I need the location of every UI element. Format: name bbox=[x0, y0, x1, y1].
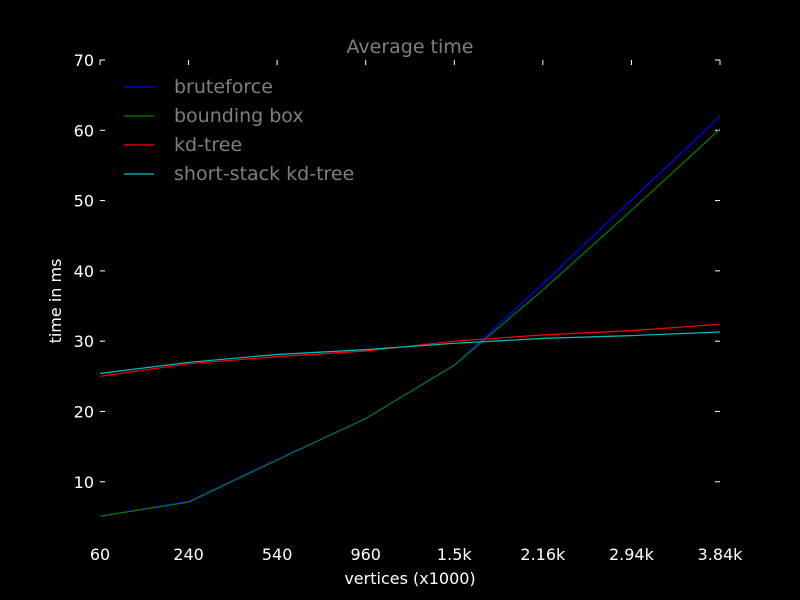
legend-label: bruteforce bbox=[174, 76, 273, 98]
x-axis-label: vertices (x1000) bbox=[344, 569, 475, 588]
y-tick-label: 60 bbox=[74, 121, 94, 140]
x-tick-label: 960 bbox=[350, 545, 381, 564]
legend-label: short-stack kd-tree bbox=[174, 163, 354, 185]
chart-title: Average time bbox=[347, 36, 474, 58]
y-tick-label: 10 bbox=[74, 473, 94, 492]
y-tick-label: 40 bbox=[74, 262, 94, 281]
y-axis-label: time in ms bbox=[46, 259, 65, 344]
x-tick-label: 540 bbox=[262, 545, 293, 564]
axis-ticks bbox=[99, 59, 721, 483]
x-tick-label: 2.94k bbox=[609, 545, 655, 564]
y-tick-label: 50 bbox=[74, 192, 94, 211]
x-tick-label: 1.5k bbox=[437, 545, 472, 564]
series-line-bounding-box bbox=[99, 128, 721, 517]
tick-labels: 10 20 30 40 50 60 70 60 240 540 960 1.5k 2.16k 2.94k 3… bbox=[74, 51, 744, 564]
series-lines bbox=[99, 115, 721, 517]
y-tick-label: 70 bbox=[74, 51, 94, 70]
legend-label: kd-tree bbox=[174, 134, 242, 156]
series-line-short-stack-kd-tree bbox=[99, 331, 721, 375]
x-tick-label: 3.84k bbox=[698, 545, 744, 564]
series-line-kd-tree bbox=[99, 323, 721, 377]
legend-label: bounding box bbox=[174, 105, 304, 127]
x-tick-label: 60 bbox=[90, 545, 110, 564]
x-tick-label: 240 bbox=[173, 545, 204, 564]
x-tick-label: 2.16k bbox=[520, 545, 566, 564]
y-tick-label: 20 bbox=[74, 402, 94, 421]
legend: bruteforce bounding box kd-tree short-stack… bbox=[124, 76, 354, 185]
y-tick-label: 30 bbox=[74, 332, 94, 351]
